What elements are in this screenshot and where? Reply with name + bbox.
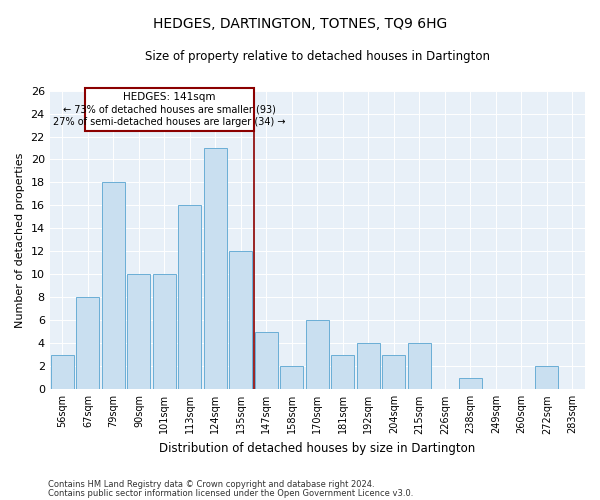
Text: HEDGES, DARTINGTON, TOTNES, TQ9 6HG: HEDGES, DARTINGTON, TOTNES, TQ9 6HG (153, 18, 447, 32)
Bar (204, 148, 227, 390)
Text: HEDGES: 141sqm: HEDGES: 141sqm (123, 92, 216, 102)
Bar (280, 366, 304, 390)
Y-axis label: Number of detached properties: Number of detached properties (15, 152, 25, 328)
Title: Size of property relative to detached houses in Dartington: Size of property relative to detached ho… (145, 50, 490, 63)
Bar (331, 355, 354, 390)
Bar (178, 206, 202, 390)
Text: 27% of semi-detached houses are larger (34) →: 27% of semi-detached houses are larger (… (53, 117, 286, 127)
Bar (229, 252, 253, 390)
Text: ← 73% of detached houses are smaller (93): ← 73% of detached houses are smaller (93… (63, 104, 276, 115)
Bar (51, 355, 74, 390)
Text: Contains public sector information licensed under the Open Government Licence v3: Contains public sector information licen… (48, 488, 413, 498)
Bar (408, 344, 431, 390)
Bar (127, 274, 151, 390)
Bar (102, 182, 125, 390)
Text: Contains HM Land Registry data © Crown copyright and database right 2024.: Contains HM Land Registry data © Crown c… (48, 480, 374, 489)
Bar (459, 378, 482, 390)
Bar (76, 298, 100, 390)
Bar (153, 274, 176, 390)
FancyBboxPatch shape (85, 88, 254, 131)
Bar (535, 366, 558, 390)
Bar (306, 320, 329, 390)
Bar (255, 332, 278, 390)
X-axis label: Distribution of detached houses by size in Dartington: Distribution of detached houses by size … (159, 442, 475, 455)
Bar (382, 355, 405, 390)
Bar (357, 344, 380, 390)
